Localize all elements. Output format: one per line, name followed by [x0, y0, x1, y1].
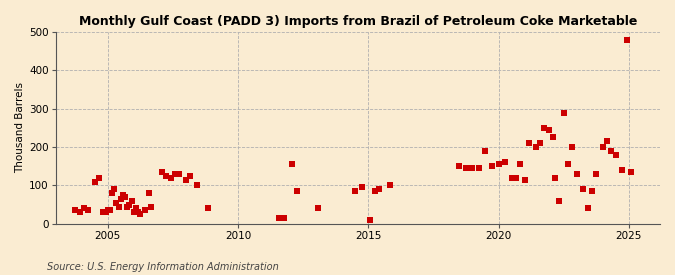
Point — [274, 216, 285, 220]
Point — [192, 183, 202, 188]
Point — [185, 174, 196, 178]
Point — [83, 208, 94, 213]
Point — [591, 172, 601, 176]
Point — [161, 174, 172, 178]
Point — [558, 110, 569, 115]
Point — [133, 210, 144, 214]
Point — [105, 208, 115, 213]
Point — [144, 191, 155, 195]
Point — [563, 162, 574, 167]
Point — [126, 199, 137, 203]
Point — [365, 218, 376, 222]
Point — [157, 170, 167, 174]
Point — [515, 162, 526, 167]
Point — [510, 175, 521, 180]
Point — [454, 164, 465, 169]
Point — [287, 162, 298, 167]
Point — [524, 141, 535, 145]
Point — [587, 189, 597, 193]
Point — [350, 189, 360, 193]
Title: Monthly Gulf Coast (PADD 3) Imports from Brazil of Petroleum Coke Marketable: Monthly Gulf Coast (PADD 3) Imports from… — [79, 15, 637, 28]
Point — [487, 164, 497, 169]
Point — [530, 145, 541, 149]
Point — [535, 141, 545, 145]
Point — [601, 139, 612, 144]
Point — [115, 197, 126, 201]
Point — [474, 166, 485, 170]
Point — [610, 153, 621, 157]
Point — [135, 212, 146, 216]
Point — [547, 135, 558, 140]
Point — [500, 160, 510, 165]
Point — [74, 210, 85, 214]
Point — [583, 206, 593, 211]
Point — [606, 149, 617, 153]
Point — [291, 189, 302, 193]
Point — [543, 128, 554, 132]
Point — [385, 183, 396, 188]
Point — [571, 172, 582, 176]
Point — [278, 216, 289, 220]
Point — [70, 208, 81, 213]
Point — [506, 175, 517, 180]
Point — [78, 206, 89, 211]
Point — [374, 187, 385, 191]
Text: Source: U.S. Energy Information Administration: Source: U.S. Energy Information Administ… — [47, 262, 279, 272]
Point — [621, 37, 632, 42]
Point — [597, 145, 608, 149]
Point — [549, 175, 560, 180]
Point — [460, 166, 471, 170]
Point — [111, 200, 122, 205]
Point — [626, 170, 637, 174]
Point — [493, 162, 504, 167]
Point — [89, 179, 100, 184]
Point — [539, 126, 549, 130]
Point — [120, 195, 131, 199]
Point — [202, 206, 213, 211]
Point — [146, 204, 157, 209]
Point — [107, 191, 117, 195]
Point — [113, 204, 124, 209]
Point — [140, 208, 151, 213]
Point — [519, 177, 530, 182]
Point — [174, 172, 185, 176]
Point — [480, 149, 491, 153]
Point — [109, 187, 119, 191]
Point — [128, 210, 139, 214]
Point — [467, 166, 478, 170]
Point — [578, 187, 589, 191]
Point — [356, 185, 367, 189]
Point — [94, 175, 105, 180]
Point — [554, 199, 564, 203]
Point — [169, 172, 180, 176]
Point — [181, 177, 192, 182]
Point — [617, 168, 628, 172]
Point — [124, 202, 135, 207]
Point — [130, 206, 141, 211]
Point — [103, 208, 113, 213]
Point — [165, 175, 176, 180]
Point — [369, 189, 380, 193]
Point — [101, 210, 111, 214]
Point — [122, 204, 133, 209]
Point — [313, 206, 324, 211]
Point — [98, 210, 109, 214]
Point — [567, 145, 578, 149]
Point — [117, 193, 128, 197]
Y-axis label: Thousand Barrels: Thousand Barrels — [15, 82, 25, 173]
